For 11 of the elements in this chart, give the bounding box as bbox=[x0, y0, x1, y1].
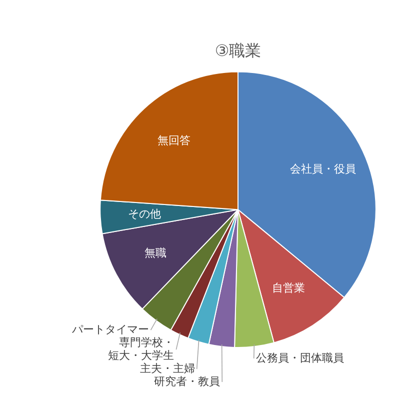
slice-label: 専門学校・短大・大学生 bbox=[108, 336, 174, 362]
slice-label: 会社員・役員 bbox=[290, 162, 356, 176]
chart-title: ③職業 bbox=[214, 40, 262, 60]
slice-label: 研究者・教員 bbox=[154, 374, 220, 388]
slice-label: その他 bbox=[128, 207, 161, 220]
slice-label: 主夫・主婦 bbox=[140, 362, 195, 375]
slice-label: 無職 bbox=[144, 246, 166, 260]
slice-label: 公務員・団体職員 bbox=[256, 351, 344, 364]
slice-label: 無回答 bbox=[158, 134, 191, 147]
slice-label: 自営業 bbox=[272, 281, 306, 294]
slice-label: パートタイマー bbox=[70, 322, 149, 336]
